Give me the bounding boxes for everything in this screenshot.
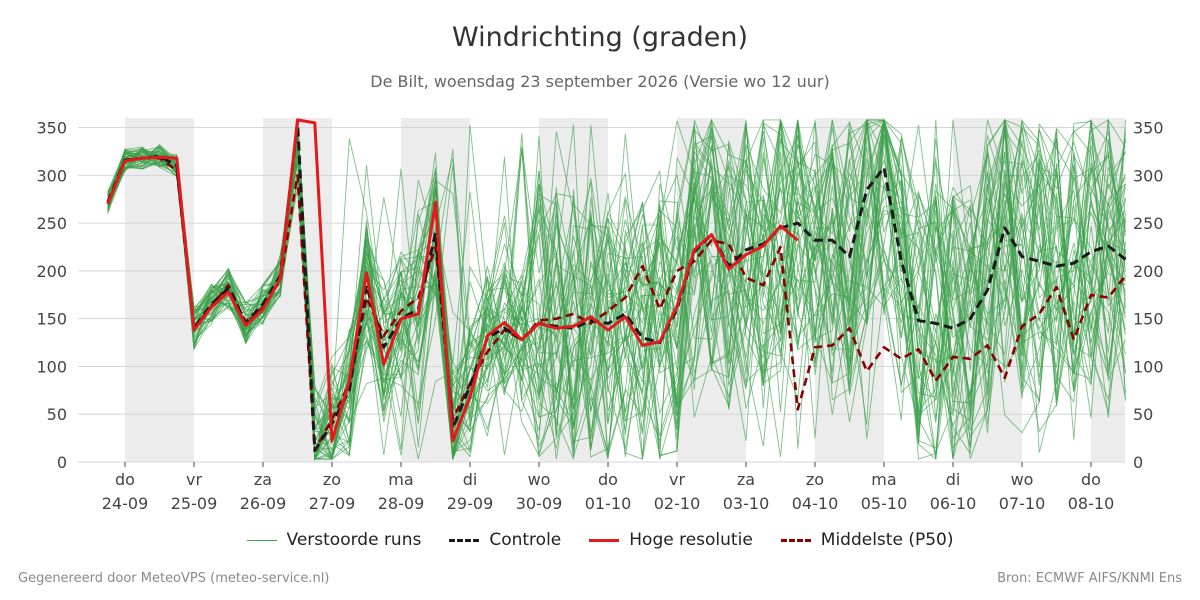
footer-source: Bron: ECMWF AIFS/KNMI Ens: [997, 571, 1182, 586]
xtick-date-7: 01-10: [585, 494, 632, 513]
xtick-day-14: do: [1081, 470, 1101, 489]
legend-swatch-perturbed: [246, 539, 277, 541]
xtick-day-12: di: [946, 470, 961, 489]
xtick-day-11: ma: [871, 470, 896, 489]
ytick-right-50: 50: [1133, 405, 1153, 424]
x-axis: do 24-09 vr 25-09 za 26-09 zo 27-09 ma 28-09 di 29-…: [102, 462, 1115, 513]
xtick-date-5: 29-09: [447, 494, 494, 513]
ytick-left-150: 150: [36, 310, 67, 329]
ytick-left-300: 300: [36, 166, 67, 185]
xtick-date-8: 02-10: [654, 494, 701, 513]
perturbed-run-44: [107, 118, 1126, 460]
legend-label-control: Controle: [489, 530, 562, 550]
ytick-left-0: 0: [57, 453, 67, 472]
legend-item-hires: Hoge resolutie: [589, 530, 753, 550]
ytick-right-0: 0: [1133, 453, 1143, 472]
legend-swatch-median: [780, 538, 811, 542]
series-hoge-resolutie: [106, 118, 799, 443]
legend-swatch-control: [449, 538, 480, 542]
xtick-day-8: vr: [669, 470, 685, 489]
shade-day-0: [125, 118, 194, 462]
xtick-day-1: vr: [186, 470, 202, 489]
xtick-day-2: za: [254, 470, 272, 489]
xtick-date-9: 03-10: [723, 494, 770, 513]
perturbed-run-45: [107, 119, 1126, 460]
ytick-right-350: 350: [1133, 119, 1164, 138]
xtick-date-12: 06-10: [930, 494, 977, 513]
perturbed-run-47: [107, 121, 1126, 460]
xtick-day-0: do: [115, 470, 135, 489]
xtick-date-4: 28-09: [378, 494, 425, 513]
legend-item-median: Middelste (P50): [780, 530, 954, 550]
series-controle: [106, 120, 1127, 452]
legend-label-median: Middelste (P50): [820, 530, 954, 550]
perturbed-run-39: [107, 119, 1126, 454]
xtick-day-6: wo: [528, 470, 551, 489]
xtick-day-5: di: [463, 470, 478, 489]
xtick-day-4: ma: [388, 470, 413, 489]
xtick-date-11: 05-10: [861, 494, 908, 513]
xtick-date-1: 25-09: [171, 494, 218, 513]
ytick-right-100: 100: [1133, 357, 1164, 376]
perturbed-run-26: [107, 118, 1126, 460]
xtick-date-6: 30-09: [516, 494, 563, 513]
perturbed-run-40: [107, 118, 1126, 460]
ytick-left-250: 250: [36, 214, 67, 233]
chart-title: Windrichting (graden): [451, 22, 749, 53]
xtick-date-2: 26-09: [240, 494, 287, 513]
xtick-date-3: 27-09: [309, 494, 356, 513]
xtick-date-0: 24-09: [102, 494, 149, 513]
xtick-day-7: do: [598, 470, 618, 489]
legend-label-perturbed: Verstoorde runs: [286, 530, 422, 550]
legend-swatch-hires: [589, 538, 620, 542]
chart-subtitle: De Bilt, woensdag 23 september 2026 (Ver…: [370, 72, 830, 91]
perturbed-run-42: [107, 118, 1126, 460]
ytick-left-50: 50: [47, 405, 67, 424]
ytick-right-150: 150: [1133, 310, 1164, 329]
ytick-right-250: 250: [1133, 214, 1164, 233]
main-series: [106, 118, 1127, 452]
xtick-day-10: zo: [806, 470, 824, 489]
ytick-left-350: 350: [36, 119, 67, 138]
xtick-date-10: 04-10: [792, 494, 839, 513]
legend-item-control: Controle: [449, 530, 561, 550]
perturbed-run-50: [107, 119, 1126, 461]
y-axis-right: 0 50 100 150 200 250 300 350: [1133, 119, 1164, 472]
perturbed-run-28: [107, 119, 1126, 460]
legend-item-perturbed: Verstoorde runs: [246, 530, 422, 550]
ytick-right-300: 300: [1133, 166, 1164, 185]
xtick-date-14: 08-10: [1068, 494, 1115, 513]
xtick-day-9: za: [737, 470, 755, 489]
ytick-left-200: 200: [36, 262, 67, 281]
legend: Verstoorde runs Controle Hoge resolutie …: [0, 530, 1200, 550]
ytick-right-200: 200: [1133, 262, 1164, 281]
y-axis-left: 0 50 100 150 200 250 300 350: [36, 119, 67, 472]
xtick-date-13: 07-10: [999, 494, 1046, 513]
ytick-left-100: 100: [36, 357, 67, 376]
legend-label-hires: Hoge resolutie: [629, 530, 753, 550]
xtick-day-13: wo: [1011, 470, 1034, 489]
xtick-day-3: zo: [323, 470, 341, 489]
footer-generated: Gegenereerd door MeteoVPS (meteo-service…: [18, 571, 330, 586]
